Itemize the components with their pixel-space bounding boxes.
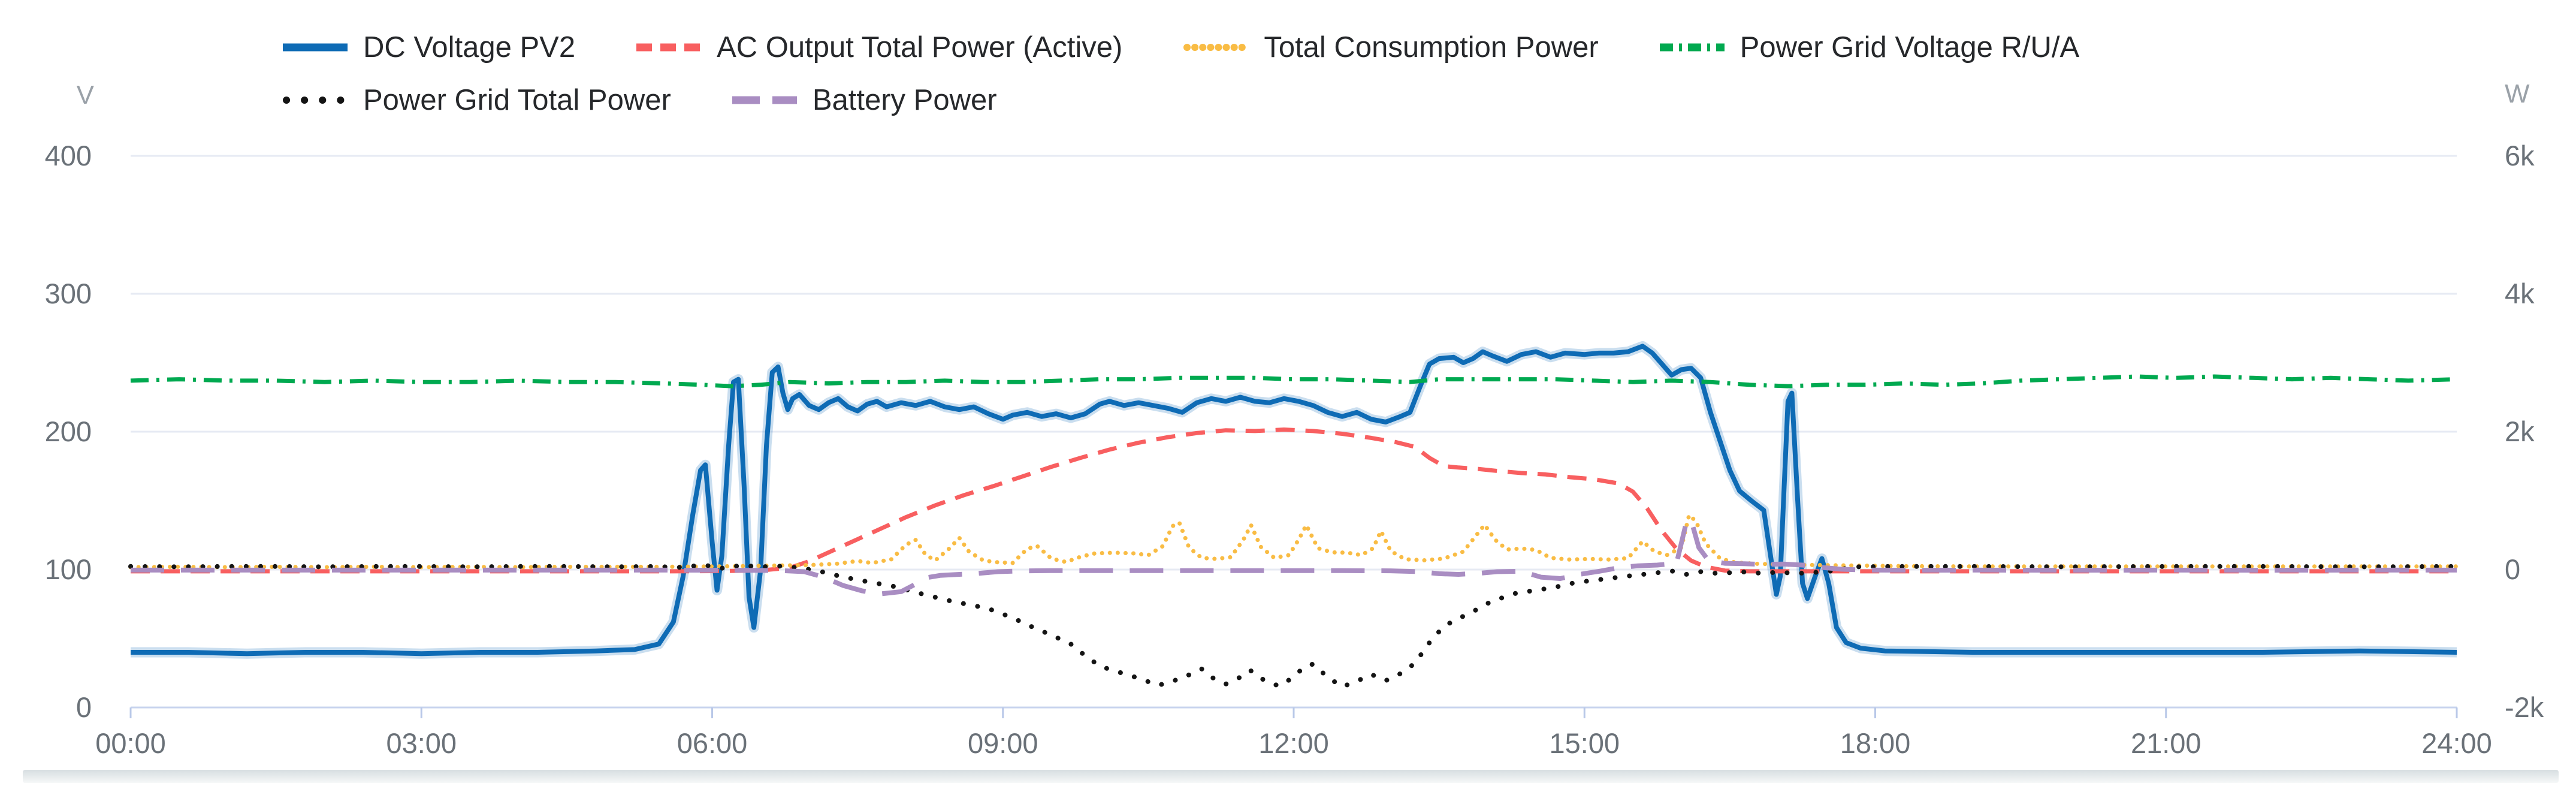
x-tick-label: 21:00 xyxy=(2130,727,2201,759)
legend-marker-icon xyxy=(732,96,797,104)
y-tick-label-left: 0 xyxy=(76,691,92,723)
series-line-battery-power xyxy=(131,517,2457,597)
y-tick-label-right: 6k xyxy=(2505,140,2535,171)
legend-label: DC Voltage PV2 xyxy=(363,31,576,64)
y-tick-label-left: 400 xyxy=(44,140,92,171)
legend: DC Voltage PV2 AC Output Total Power (Act… xyxy=(282,29,2343,119)
y-tick-label-left: 200 xyxy=(44,415,92,447)
left-axis-unit: V xyxy=(76,80,94,110)
x-tick-label: 00:00 xyxy=(95,727,166,759)
legend-marker-icon xyxy=(636,43,702,52)
right-axis-unit: W xyxy=(2505,79,2530,109)
x-tick-label: 03:00 xyxy=(386,727,457,759)
x-tick-label: 18:00 xyxy=(1840,727,1911,759)
legend-label: Power Grid Voltage R/U/A xyxy=(1740,31,2080,64)
x-tick-label: 06:00 xyxy=(677,727,748,759)
x-tick-label: 12:00 xyxy=(1258,727,1329,759)
series-line-power-grid-voltage-r-u-a xyxy=(130,374,2457,389)
y-tick-label-right: 2k xyxy=(2505,415,2535,447)
x-tick-label: 24:00 xyxy=(2421,727,2492,759)
legend-marker-icon xyxy=(1183,44,1250,51)
series-line-total-consumption-power xyxy=(128,513,2459,570)
y-tick-label-right: 4k xyxy=(2505,278,2535,309)
legend-item-total-consumption-power[interactable]: Total Consumption Power xyxy=(1182,29,1599,66)
y-tick-label-right: 0 xyxy=(2505,553,2521,585)
series-halo xyxy=(131,341,2457,659)
legend-marker-icon xyxy=(283,43,348,52)
legend-item-battery-power[interactable]: Battery Power xyxy=(731,82,997,119)
series-line-ac-output-total-power-active xyxy=(131,427,2457,574)
legend-label: Power Grid Total Power xyxy=(363,84,671,116)
legend-item-power-grid-voltage-r-u-a[interactable]: Power Grid Voltage R/U/A xyxy=(1659,29,2079,66)
legend-item-ac-output-total-power-active[interactable]: AC Output Total Power (Active) xyxy=(635,29,1122,66)
y-tick-label-right: -2k xyxy=(2505,691,2544,723)
data-zoom-slider[interactable] xyxy=(23,770,2559,783)
legend-label: AC Output Total Power (Active) xyxy=(717,31,1123,64)
series-line-power-grid-total-power xyxy=(128,562,2459,689)
legend-marker-icon xyxy=(1659,43,1725,52)
x-tick-label: 09:00 xyxy=(967,727,1038,759)
x-tick-label: 15:00 xyxy=(1549,727,1620,759)
legend-label: Battery Power xyxy=(812,84,997,116)
series-line-dc-voltage-pv2 xyxy=(131,344,2457,657)
legend-item-power-grid-total-power[interactable]: Power Grid Total Power xyxy=(282,82,671,119)
y-tick-label-left: 100 xyxy=(44,553,92,585)
legend-item-dc-voltage-pv2[interactable]: DC Voltage PV2 xyxy=(282,29,575,66)
y-tick-label-left: 300 xyxy=(44,278,92,309)
legend-label: Total Consumption Power xyxy=(1264,31,1599,64)
